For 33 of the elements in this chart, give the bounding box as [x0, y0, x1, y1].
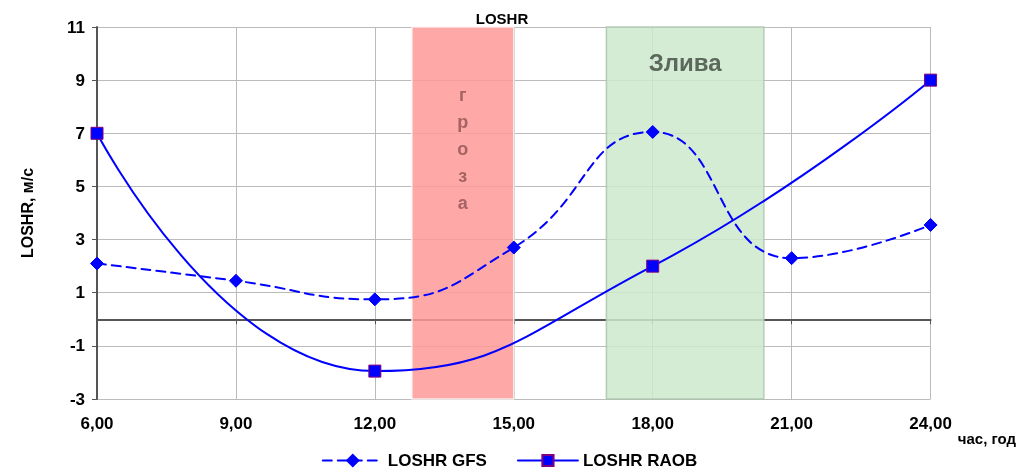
point	[367, 292, 382, 307]
band-label: Злива	[648, 48, 723, 76]
legend-label: LOSHR RAOB	[582, 451, 698, 470]
x-tick-label: 12,00	[353, 414, 397, 433]
y-tick-label: 11	[67, 17, 85, 37]
point	[90, 256, 104, 271]
point	[923, 217, 938, 232]
legend-label: LOSHR GFS	[387, 451, 487, 470]
x-tick-label: 6,00	[80, 414, 114, 433]
y-axis-title: LOSHR, м/с	[18, 167, 36, 259]
point	[90, 126, 104, 140]
y-tick-label: 9	[75, 70, 85, 90]
y-tick-label: -3	[69, 389, 85, 409]
point	[924, 73, 938, 87]
point	[645, 124, 660, 139]
point	[506, 240, 521, 255]
y-tick-label: 7	[75, 123, 85, 143]
point	[368, 364, 382, 378]
y-tick-label: 1	[75, 283, 85, 303]
chart-title: LOSHR	[475, 10, 529, 27]
point	[646, 259, 660, 273]
x-axis-title: час, год	[957, 430, 1017, 448]
point	[228, 273, 243, 288]
x-tick-label: 21,00	[770, 414, 813, 433]
x-tick-label: 15,00	[492, 414, 536, 433]
x-tick-label: 24,00	[909, 414, 952, 433]
x-tick-label: 9,00	[219, 414, 253, 433]
point	[784, 251, 799, 266]
x-tick-label: 18,00	[631, 414, 674, 433]
band-label: гроза	[457, 84, 469, 213]
y-tick-label: 3	[75, 230, 85, 250]
y-tick-label: 5	[75, 176, 85, 196]
y-tick-label: -1	[69, 336, 85, 356]
